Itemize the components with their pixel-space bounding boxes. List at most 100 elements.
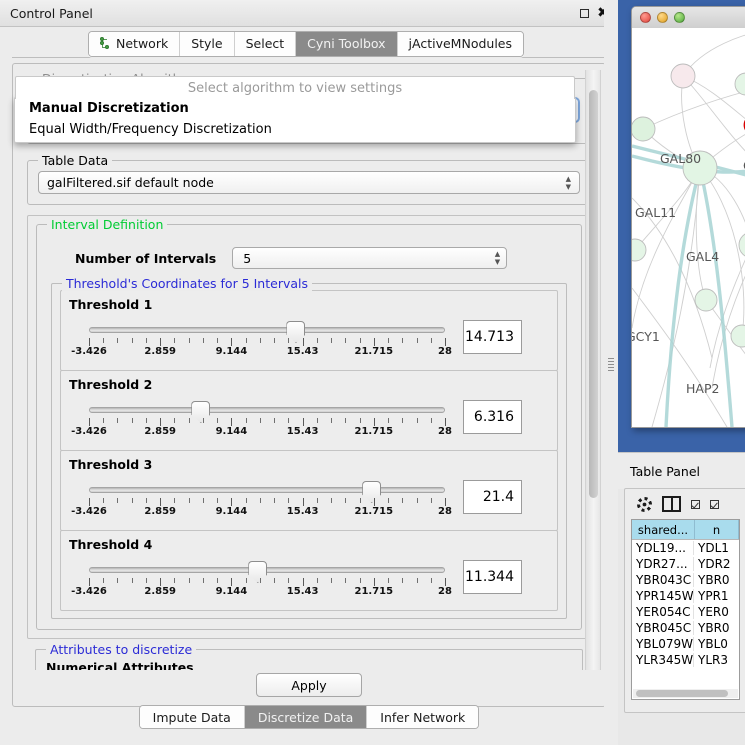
slider-tick-minor [345,578,347,583]
table-cell[interactable]: YPR1 [698,589,729,603]
table-cell[interactable]: YDR2 [698,557,731,571]
tab-impute-data[interactable]: Impute Data [139,706,245,728]
threshold-slider-1[interactable]: -3.426 2.859 9.144 15.43 21.715 28 [71,316,453,362]
table-cell[interactable]: YLR345W [632,653,694,667]
threshold-slider-4[interactable]: -3.426 2.859 9.144 15.43 21.715 28 [71,556,453,602]
maximize-icon[interactable] [576,5,592,21]
slider-handle[interactable] [286,321,306,343]
right-region: GAL80 GA G GAL11 GAL4 GCY1 H HAP2 Table … [618,0,745,745]
splitter-grip-icon[interactable] [608,358,614,372]
table-cell[interactable]: YDL19... [632,541,694,555]
threshold-slider-3[interactable]: -3.426 2.859 9.144 15.43 21.715 28 [71,476,453,522]
slider-handle[interactable] [191,401,211,423]
table-row[interactable]: YDL19... YDL1 [632,540,739,556]
slider-tick-minor [274,578,276,583]
table-row[interactable]: YDR27... YDR2 [632,556,739,572]
table-row[interactable]: YBL079W YBL0 [632,636,739,652]
threshold-slider-2[interactable]: -3.426 2.859 9.144 15.43 21.715 28 [71,396,453,442]
threshold-value-field[interactable]: 21.4 [463,480,522,514]
table-horizontal-scrollbar[interactable] [633,689,738,698]
table-cell[interactable]: YLR3 [698,653,728,667]
number-of-intervals-spinner[interactable]: 5 ▲ ▼ [232,247,508,269]
slider-tick-minor [259,578,261,583]
gear-icon[interactable] [637,496,652,512]
minimize-dot-icon[interactable] [657,12,668,23]
columns-icon[interactable] [662,496,681,512]
table-scrollbar-thumb[interactable] [636,690,728,697]
threshold-value-field[interactable]: 11.344 [463,560,522,594]
tab-jactivemnodules[interactable]: jActiveMNodules [397,32,524,56]
slider-tick-minor [117,418,119,423]
slider-tick-label: -3.426 [71,586,107,597]
network-canvas[interactable]: GAL80 GA G GAL11 GAL4 GCY1 H HAP2 [632,28,745,427]
table-cell[interactable]: YBR0 [698,573,730,587]
threshold-item-4: Threshold 4 -3.426 2.859 9.144 15.43 21.715 28… [60,530,558,611]
table-data-group: Table Data galFiltered.sif default node … [27,153,591,205]
table-cell[interactable]: YBL079W [632,637,694,651]
table-cell[interactable]: YER054C [632,605,694,619]
slider-track[interactable] [89,487,445,493]
slider-tick-minor [103,338,105,343]
tab-select[interactable]: Select [234,32,297,56]
checkbox-icon[interactable] [691,499,700,509]
slider-tick-minor [316,418,318,423]
settings-vertical-scrollbar[interactable] [585,70,601,670]
table-cell[interactable]: YBR043C [632,573,694,587]
slider-tick-label: 28 [438,586,452,597]
network-icon [100,37,111,50]
column-header-shared[interactable]: shared... [632,520,695,539]
slider-tick-label: 15.43 [286,586,319,597]
tab-network-label: Network [116,36,169,51]
checkbox-icon[interactable] [710,499,719,509]
tab-cyni-toolbox[interactable]: Cyni Toolbox [296,32,398,56]
table-cell[interactable]: YER0 [698,605,729,619]
panel-splitter[interactable] [604,0,618,745]
column-header-name[interactable]: n [695,520,739,539]
slider-handle[interactable] [248,561,268,583]
close-icon[interactable]: ✖ [597,5,609,21]
table-cell[interactable]: YBL0 [698,637,728,651]
menu-item-equal-width-frequency[interactable]: Equal Width/Frequency Discretization [29,122,272,137]
close-dot-icon[interactable] [640,12,651,23]
slider-tick-minor [245,498,247,503]
slider-tick-label: 9.144 [215,586,248,597]
table-row[interactable]: YBR045C YBR0 [632,620,739,636]
table-cell[interactable]: YBR045C [632,621,694,635]
threshold-value-field[interactable]: 14.713 [463,320,522,354]
spinner-arrows-icon[interactable]: ▲ ▼ [494,250,501,266]
table-cell[interactable]: YDL1 [698,541,729,555]
table-row[interactable]: YER054C YER0 [632,604,739,620]
slider-tick-minor [388,498,390,503]
table-cell[interactable]: YPR145W [632,589,694,603]
menu-item-manual-discretization[interactable]: Manual Discretization [29,101,189,116]
slider-tick-label: 2.859 [144,506,177,517]
tab-network[interactable]: Network [89,32,181,56]
zoom-dot-icon[interactable] [674,12,685,23]
slider-track[interactable] [89,327,445,333]
thresholds-title: Threshold's Coordinates for 5 Intervals [62,276,313,291]
tab-infer-network[interactable]: Infer Network [367,706,479,728]
threshold-value-field[interactable]: 6.316 [463,400,522,434]
apply-button[interactable]: Apply [256,673,362,697]
table-cell[interactable]: YBR0 [698,621,730,635]
table-row[interactable]: YBR043C YBR0 [632,572,739,588]
tab-style[interactable]: Style [180,32,235,56]
slider-track[interactable] [89,407,445,413]
data-table[interactable]: shared... n YDL19... YDL1 YDR27... YDR2 YBR0… [631,519,740,700]
algorithm-dropdown-popup[interactable]: Select algorithm to view settings Manual… [14,76,576,143]
slider-tick-minor [217,578,219,583]
tab-discretize-data[interactable]: Discretize Data [244,706,368,728]
table-cell[interactable]: YDR27... [632,557,694,571]
slider-tick-major [302,578,304,586]
settings-scrollbar-thumb[interactable] [589,90,598,498]
slider-handle[interactable] [362,481,382,503]
slider-tick-minor [217,418,219,423]
table-row[interactable]: YPR145W YPR1 [632,588,739,604]
table-data-combo[interactable]: galFiltered.sif default node ▲ ▼ [38,171,580,194]
threshold-item-3: Threshold 3 -3.426 2.859 9.144 15.43 21.715 28… [60,450,558,531]
settings-scroll-viewport: Discretization Algorithm Table Data galF… [19,70,599,670]
slider-tick-label: 2.859 [144,586,177,597]
slider-tick-minor [202,418,204,423]
slider-tick-minor [359,498,361,503]
table-row[interactable]: YLR345W YLR3 [632,652,739,668]
